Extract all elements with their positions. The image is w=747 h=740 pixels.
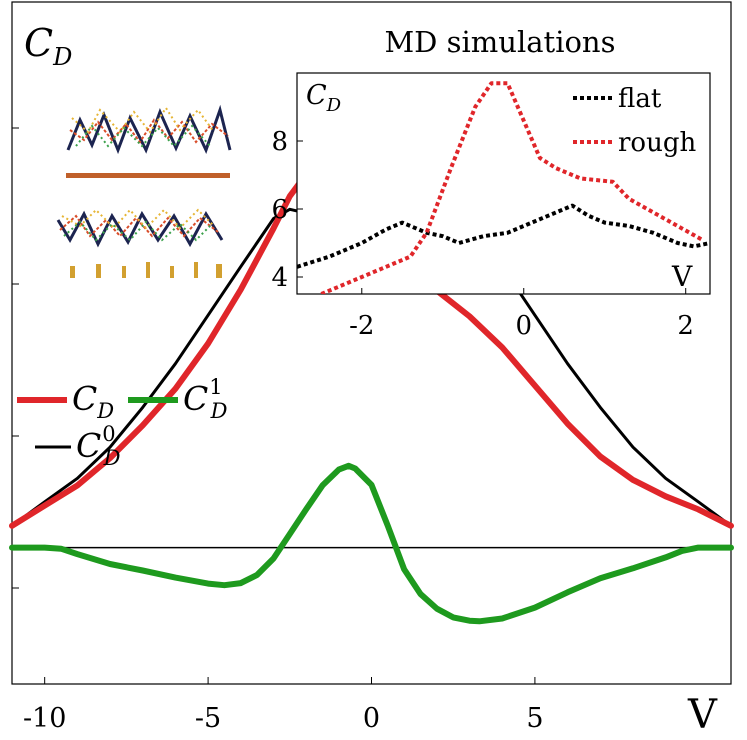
inset-legend: flat rough xyxy=(573,84,696,158)
x-axis-label: V xyxy=(687,692,718,738)
inset-series-line-flat xyxy=(297,203,710,269)
inset-ticks: -2 0 2 4 6 8 xyxy=(271,127,694,341)
y-axis-label: CD xyxy=(24,21,72,71)
snapshot-molecules xyxy=(75,124,211,148)
series-line-c-d-1 xyxy=(9,462,734,625)
legend-label-cd1: C1 D xyxy=(183,375,228,423)
inset-y-axis-label-sub: D xyxy=(326,95,342,116)
md-snapshot-illustration xyxy=(56,104,232,278)
snapshot-flat-wall xyxy=(66,173,230,178)
inset-y-tick-label: 4 xyxy=(271,263,288,293)
inset-x-axis-label: V xyxy=(671,260,693,293)
inset-x-tick-label: 0 xyxy=(515,311,532,341)
inset-series-line-rough xyxy=(320,81,703,294)
y-axis-label-sub: D xyxy=(52,43,72,71)
inset-series-group xyxy=(297,81,710,294)
snapshot-molecules xyxy=(63,220,213,242)
inset-x-tick-label: 2 xyxy=(677,311,694,341)
snapshot-rough-wall xyxy=(70,262,222,278)
snapshot-flat-surface xyxy=(66,104,232,178)
main-x-tick-label: -5 xyxy=(195,703,221,734)
snapshot-molecules xyxy=(69,118,229,144)
main-x-tick-label: 0 xyxy=(363,703,380,734)
y-axis-label-main: C xyxy=(24,21,53,65)
inset-title: MD simulations xyxy=(384,25,615,59)
legend-label-cd0: C0 D xyxy=(76,422,121,470)
snapshot-molecules xyxy=(66,104,232,155)
legend-label-cd: CD xyxy=(72,379,114,423)
inset-y-axis-label: CD xyxy=(306,80,342,116)
inset-legend-label-rough: rough xyxy=(618,128,696,158)
snapshot-molecules xyxy=(56,210,224,248)
inset-y-axis-label-main: C xyxy=(306,80,327,111)
main-legend: CD C1 D C0 D xyxy=(17,375,228,470)
inset-x-tick-label: -2 xyxy=(349,311,374,341)
main-x-ticks: -10 -5 0 5 xyxy=(23,677,544,734)
snapshot-molecules xyxy=(61,208,215,230)
main-x-tick-label: 5 xyxy=(526,703,543,734)
inset-axes-frame xyxy=(296,72,711,295)
snapshot-rough-surface xyxy=(56,208,224,278)
main-x-tick-label: -10 xyxy=(23,703,66,734)
inset-legend-label-flat: flat xyxy=(618,84,662,114)
inset-y-tick-label: 6 xyxy=(271,195,288,225)
inset-y-tick-label: 8 xyxy=(271,127,288,157)
